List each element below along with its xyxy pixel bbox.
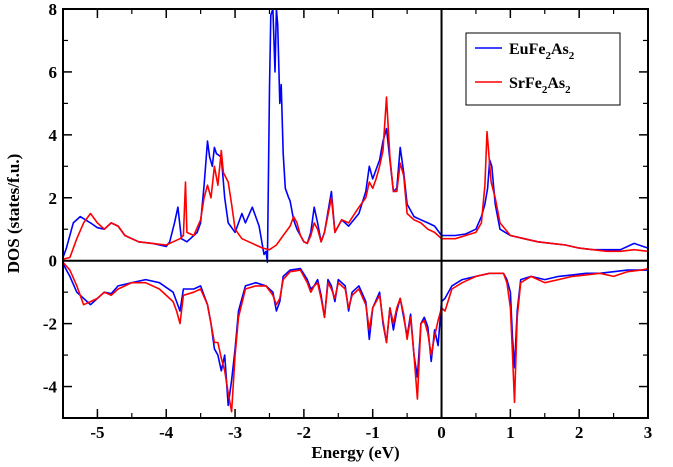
legend: EuFe2As2 SrFe2As2 [465,32,621,106]
y-tick-label: -4 [43,378,58,397]
y-tick-label: 2 [49,189,58,208]
x-tick-label: 0 [437,423,446,442]
plot-frame [62,8,649,419]
x-tick-label: -2 [297,423,311,442]
y-tick-label: 4 [49,126,58,145]
y-axis-title: DOS (states/f.u.) [4,154,23,273]
x-tick-label: -3 [228,423,242,442]
x-tick-label: -4 [159,423,174,442]
x-tick-label: -5 [90,423,104,442]
y-tick-label: 6 [49,63,58,82]
series-line-1-upper [62,8,649,264]
x-tick-label: 1 [506,423,515,442]
axis-ticks: -5 -4 -3 -2 -1 0 1 2 3 -4 -2 0 2 4 6 8 [43,0,652,442]
reference-lines [63,9,648,418]
x-tick-label: 2 [575,423,584,442]
y-tick-label: -2 [43,315,57,334]
series-line-2-upper [62,96,649,260]
x-tick-label: 3 [644,423,653,442]
y-tick-label: 0 [49,252,58,271]
y-tick-label: 8 [49,0,58,19]
series-line-2-lower [62,261,649,413]
legend-box [465,32,621,106]
legend-label-1: EuFe2As2 [509,41,575,62]
legend-label-2: SrFe2As2 [509,75,571,96]
x-axis-title: Energy (eV) [311,443,399,462]
series-layer [62,8,649,413]
x-tick-label: -1 [366,423,380,442]
